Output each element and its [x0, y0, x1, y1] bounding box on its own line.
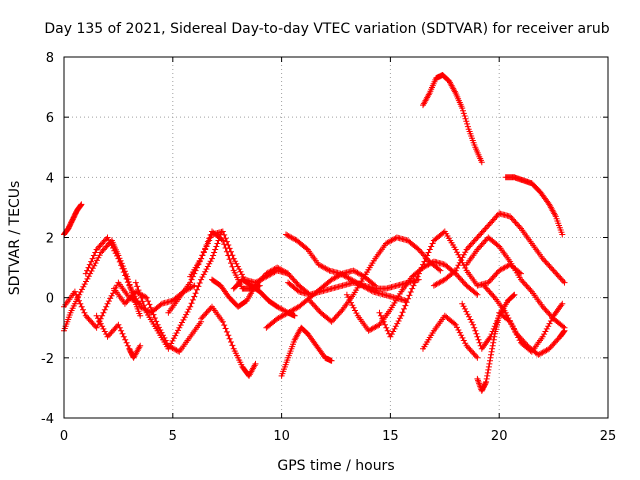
- series-arc-28: [502, 174, 566, 238]
- x-tick-label: 20: [491, 429, 508, 444]
- gridlines: [64, 57, 608, 418]
- series-markers: [474, 312, 503, 394]
- series-arc-20: [420, 312, 481, 361]
- series-arc-15: [283, 231, 409, 304]
- series-markers: [420, 72, 485, 166]
- series-markers: [502, 174, 566, 238]
- series-markers: [496, 300, 566, 355]
- series-arc-25: [474, 312, 503, 394]
- series-arc-5: [93, 312, 144, 361]
- y-tick-label: -2: [41, 352, 54, 367]
- x-tick-label: 15: [382, 429, 399, 444]
- series-arc-21: [420, 72, 485, 166]
- series-markers: [61, 201, 85, 238]
- y-tick-label: 4: [46, 171, 54, 186]
- series-arc-14: [278, 324, 335, 379]
- x-tick-label: 25: [600, 429, 617, 444]
- y-tick-label: 2: [46, 232, 54, 247]
- y-tick-label: 6: [46, 111, 54, 126]
- series-markers: [93, 312, 144, 361]
- series-arc-18: [343, 258, 481, 334]
- series-line: [200, 305, 257, 377]
- data-series: [61, 72, 568, 394]
- y-tick-label: 8: [46, 51, 54, 66]
- series-markers: [209, 264, 313, 310]
- x-tick-label: 10: [273, 429, 290, 444]
- series-markers: [283, 231, 409, 304]
- series-arc-17: [306, 234, 444, 325]
- series-arc-1: [61, 201, 85, 238]
- x-tick-label: 5: [169, 429, 177, 444]
- series-arc-6: [111, 285, 205, 355]
- series-markers: [198, 303, 259, 379]
- series-markers: [430, 210, 568, 289]
- y-tick-label: 0: [46, 292, 54, 307]
- x-tick-label: 0: [60, 429, 68, 444]
- axis-ticks: 0 5 10 15 20 25 -4 -2 0 2 4 6 8: [41, 51, 616, 444]
- series-markers: [306, 234, 444, 325]
- series-arc-10: [198, 303, 259, 379]
- series-arc-27: [496, 300, 566, 355]
- series-arc-22: [430, 210, 568, 289]
- series-arc-11: [209, 264, 313, 310]
- series-markers: [420, 312, 481, 361]
- y-axis-label: SDTVAR / TECUs: [7, 181, 23, 296]
- series-arc-8: [165, 228, 263, 316]
- series-markers: [165, 228, 263, 316]
- series-markers: [278, 324, 335, 379]
- series-markers: [343, 258, 481, 334]
- series-arc-19: [376, 228, 524, 340]
- series-markers: [132, 231, 224, 352]
- x-axis-label: GPS time / hours: [277, 458, 394, 474]
- y-tick-label: -4: [41, 412, 54, 427]
- series-markers: [376, 228, 524, 340]
- chart-title: Day 135 of 2021, Sidereal Day-to-day VTE…: [44, 21, 609, 37]
- series-arc-7: [132, 231, 224, 352]
